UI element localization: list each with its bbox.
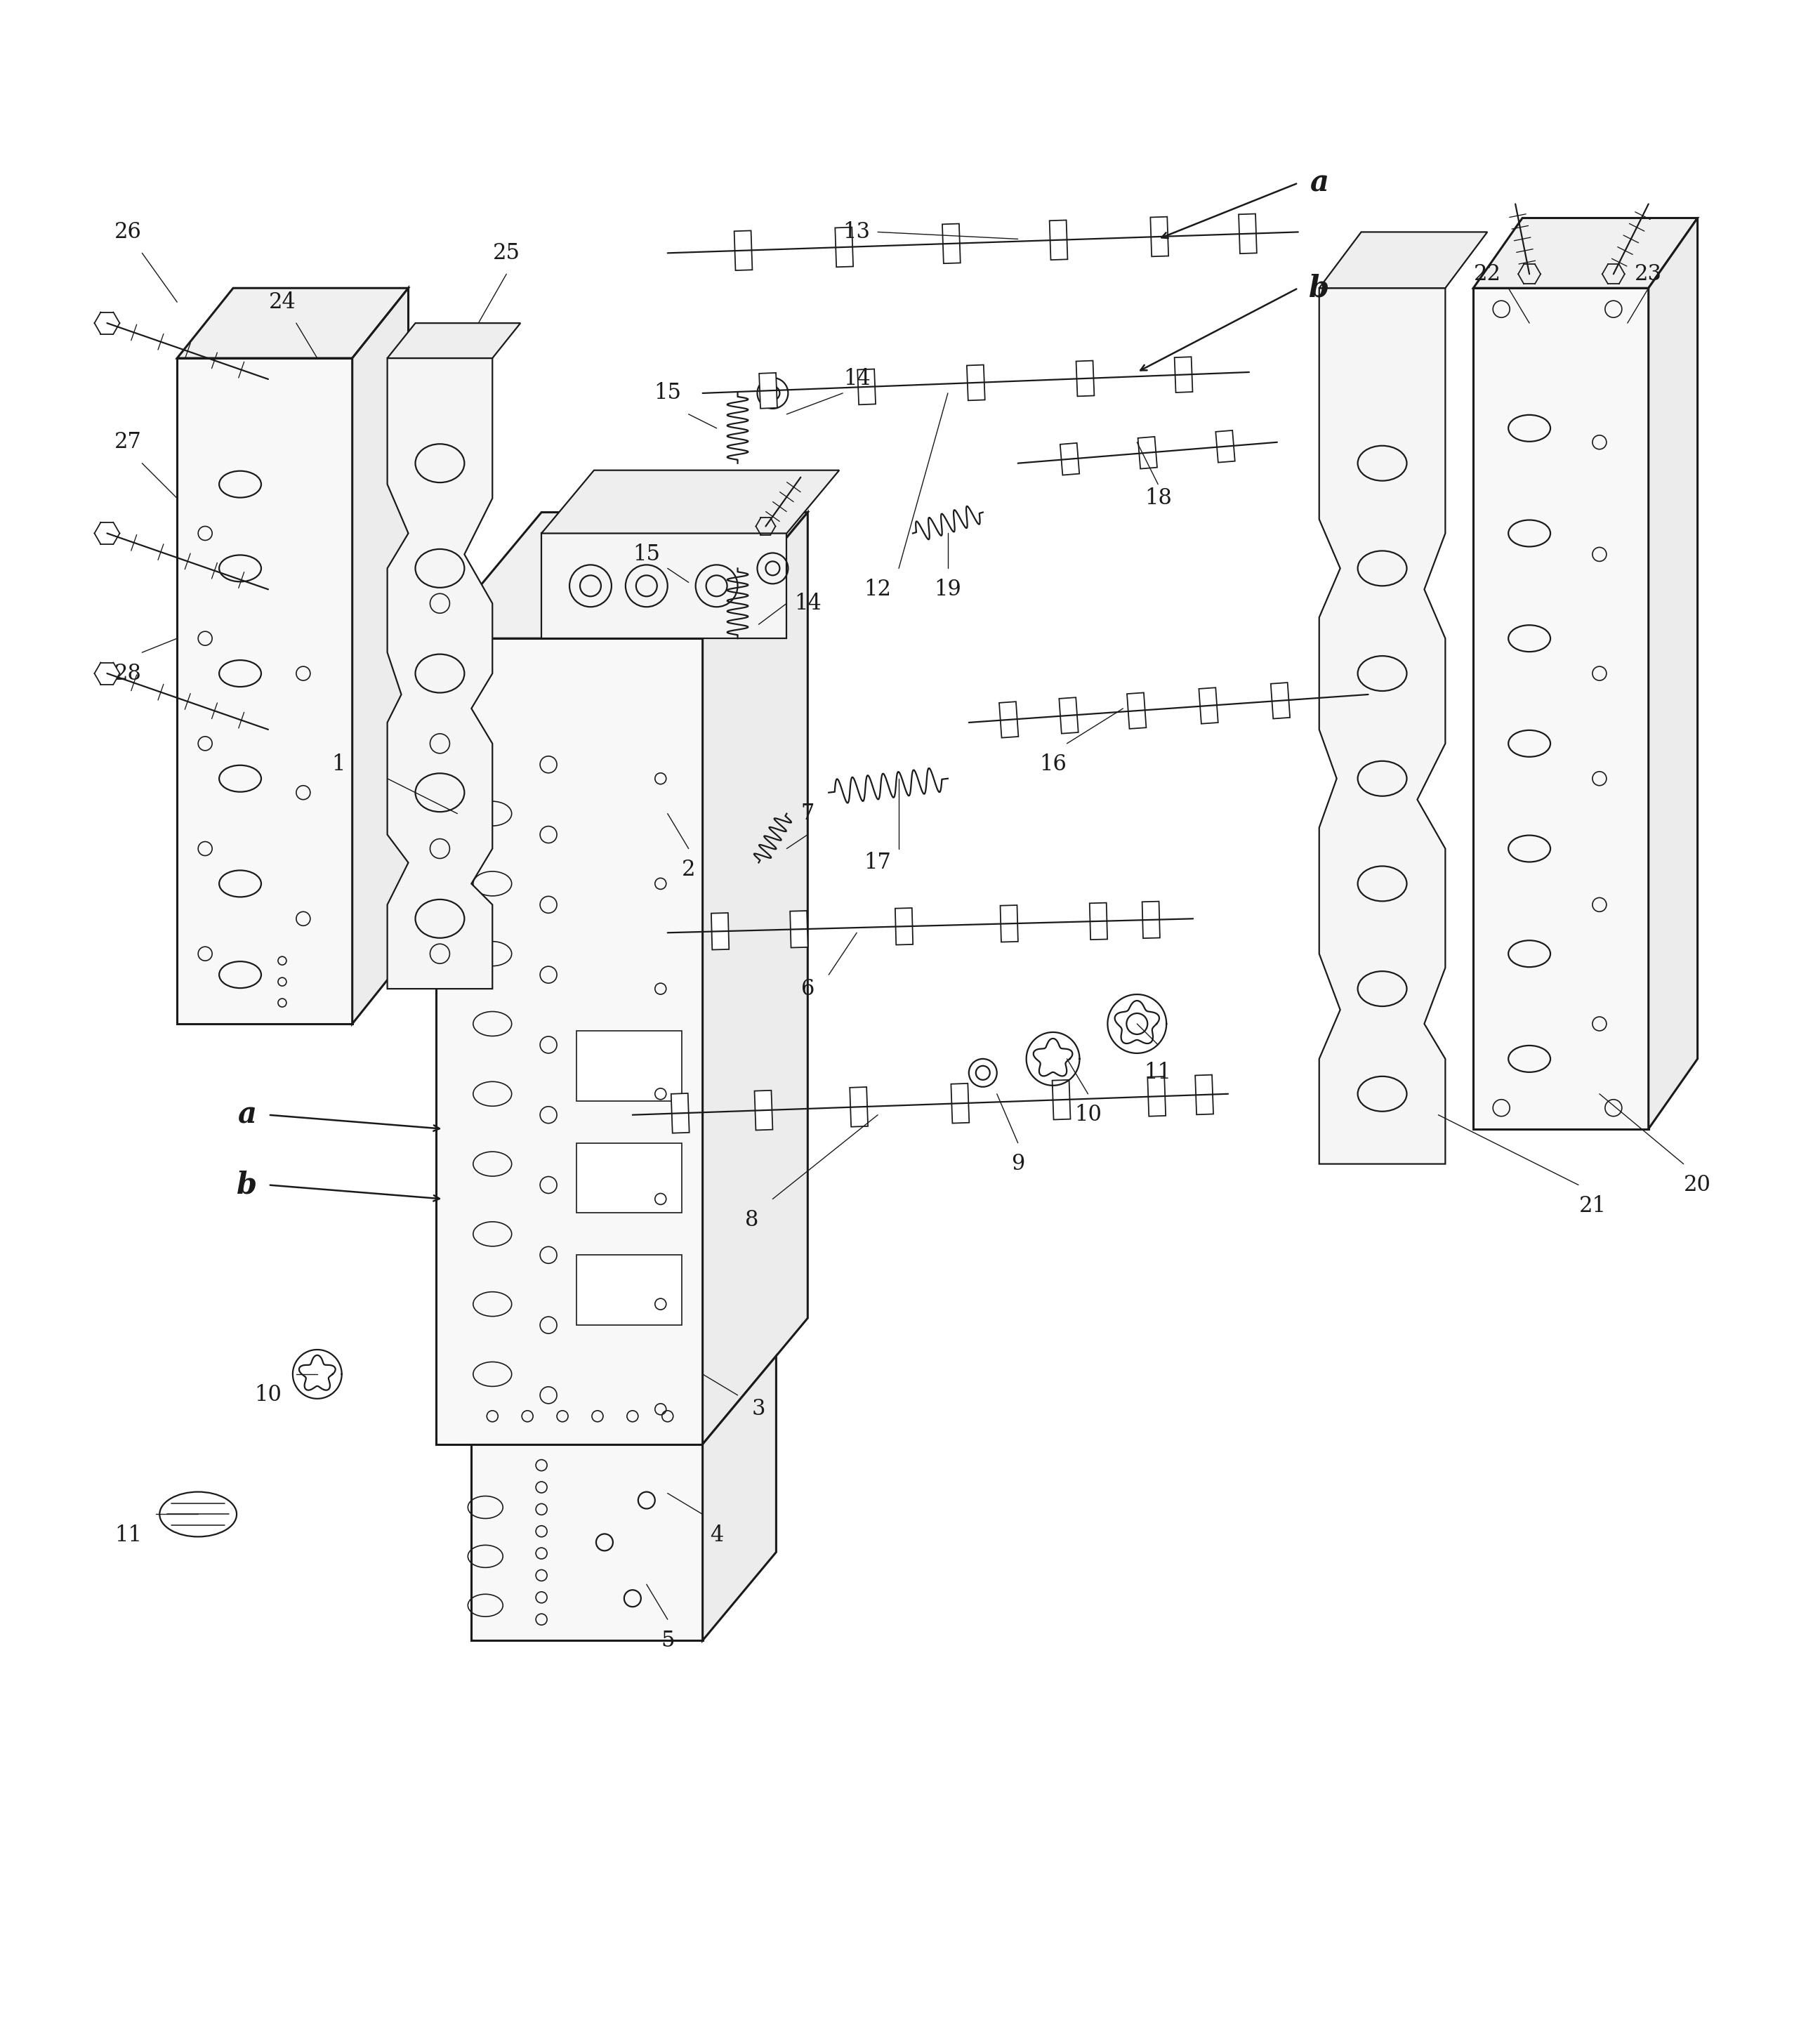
Text: 3: 3 bbox=[752, 1399, 766, 1419]
Polygon shape bbox=[857, 370, 875, 404]
Polygon shape bbox=[471, 1444, 703, 1640]
Polygon shape bbox=[712, 913, 730, 950]
Polygon shape bbox=[943, 225, 961, 263]
Text: 20: 20 bbox=[1684, 1174, 1711, 1197]
Text: 22: 22 bbox=[1474, 263, 1501, 286]
Text: 2: 2 bbox=[682, 860, 695, 880]
Text: 19: 19 bbox=[934, 578, 961, 600]
Text: 26: 26 bbox=[115, 221, 142, 243]
Bar bbox=[577, 1031, 681, 1101]
Polygon shape bbox=[1239, 214, 1258, 253]
Bar bbox=[577, 1144, 681, 1213]
Polygon shape bbox=[1143, 901, 1159, 937]
Polygon shape bbox=[1649, 218, 1698, 1129]
Text: 7: 7 bbox=[801, 803, 815, 825]
Polygon shape bbox=[1174, 357, 1192, 392]
Polygon shape bbox=[437, 639, 703, 1444]
Polygon shape bbox=[388, 357, 493, 988]
Text: 12: 12 bbox=[864, 578, 892, 600]
Text: 27: 27 bbox=[115, 431, 142, 453]
Text: b: b bbox=[237, 1170, 257, 1201]
Text: 23: 23 bbox=[1634, 263, 1662, 286]
Polygon shape bbox=[999, 702, 1019, 737]
Text: 21: 21 bbox=[1578, 1195, 1605, 1217]
Text: 15: 15 bbox=[633, 543, 661, 566]
Polygon shape bbox=[966, 366, 985, 400]
Polygon shape bbox=[703, 513, 808, 1444]
Text: 10: 10 bbox=[1074, 1105, 1101, 1125]
Polygon shape bbox=[1320, 288, 1445, 1164]
Text: 14: 14 bbox=[794, 592, 821, 615]
Text: 15: 15 bbox=[653, 382, 681, 404]
Text: 8: 8 bbox=[744, 1209, 759, 1231]
Polygon shape bbox=[1327, 678, 1347, 715]
Polygon shape bbox=[1001, 905, 1017, 941]
Polygon shape bbox=[1474, 288, 1649, 1129]
Polygon shape bbox=[542, 533, 786, 639]
Polygon shape bbox=[790, 911, 808, 947]
Text: 4: 4 bbox=[710, 1525, 723, 1546]
Text: a: a bbox=[238, 1101, 257, 1129]
Polygon shape bbox=[1059, 698, 1077, 733]
Polygon shape bbox=[177, 288, 408, 357]
Text: 25: 25 bbox=[493, 243, 521, 263]
Polygon shape bbox=[1059, 443, 1079, 476]
Text: 5: 5 bbox=[661, 1630, 675, 1652]
Polygon shape bbox=[703, 1356, 775, 1640]
Text: 16: 16 bbox=[1039, 753, 1067, 776]
Polygon shape bbox=[952, 1084, 970, 1123]
Text: 28: 28 bbox=[115, 662, 142, 684]
Polygon shape bbox=[895, 909, 914, 945]
Polygon shape bbox=[1216, 431, 1236, 461]
Polygon shape bbox=[1090, 903, 1107, 939]
Text: 11: 11 bbox=[115, 1525, 142, 1546]
Polygon shape bbox=[1148, 1076, 1167, 1117]
Text: 14: 14 bbox=[843, 368, 870, 390]
Text: 10: 10 bbox=[255, 1384, 282, 1407]
Polygon shape bbox=[733, 231, 752, 270]
Polygon shape bbox=[1474, 218, 1698, 288]
Polygon shape bbox=[1320, 233, 1487, 288]
Polygon shape bbox=[388, 323, 521, 357]
Text: a: a bbox=[1310, 167, 1329, 198]
Polygon shape bbox=[1199, 688, 1218, 723]
Polygon shape bbox=[437, 513, 808, 639]
Polygon shape bbox=[353, 288, 408, 1023]
Polygon shape bbox=[672, 1092, 690, 1133]
Text: 11: 11 bbox=[1145, 1062, 1172, 1084]
Text: 24: 24 bbox=[269, 292, 297, 312]
Polygon shape bbox=[542, 470, 839, 533]
Polygon shape bbox=[850, 1086, 868, 1127]
Text: 18: 18 bbox=[1145, 488, 1172, 508]
Text: b: b bbox=[1309, 274, 1329, 302]
Text: 17: 17 bbox=[864, 852, 892, 874]
Polygon shape bbox=[1150, 216, 1168, 257]
Polygon shape bbox=[1270, 682, 1290, 719]
Text: 9: 9 bbox=[1012, 1154, 1025, 1174]
Polygon shape bbox=[1196, 1074, 1214, 1115]
Polygon shape bbox=[1127, 692, 1147, 729]
Text: 6: 6 bbox=[801, 978, 815, 1001]
Polygon shape bbox=[835, 227, 854, 268]
Polygon shape bbox=[755, 1090, 774, 1129]
Polygon shape bbox=[759, 374, 777, 408]
Text: 1: 1 bbox=[331, 753, 346, 776]
Polygon shape bbox=[177, 357, 353, 1023]
Polygon shape bbox=[1050, 221, 1068, 259]
Text: 13: 13 bbox=[843, 221, 870, 243]
Polygon shape bbox=[1138, 437, 1158, 470]
Polygon shape bbox=[1076, 361, 1094, 396]
Bar bbox=[577, 1256, 681, 1325]
Polygon shape bbox=[1052, 1080, 1070, 1119]
